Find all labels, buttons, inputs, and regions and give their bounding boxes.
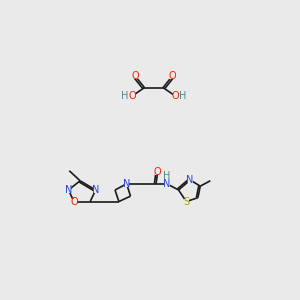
- Text: O: O: [70, 196, 78, 206]
- Bar: [169, 73, 176, 79]
- Bar: [129, 93, 135, 99]
- Text: N: N: [123, 179, 130, 189]
- Text: N: N: [187, 175, 194, 185]
- Bar: [188, 177, 193, 183]
- Bar: [124, 181, 129, 187]
- Bar: [184, 199, 189, 204]
- Bar: [132, 73, 138, 79]
- Bar: [173, 93, 178, 99]
- Text: H: H: [179, 91, 186, 101]
- Bar: [71, 199, 76, 204]
- Text: H: H: [163, 171, 171, 181]
- Text: O: O: [154, 167, 161, 177]
- Bar: [66, 187, 71, 193]
- Text: O: O: [128, 91, 136, 101]
- Text: O: O: [172, 91, 179, 101]
- Text: N: N: [163, 179, 171, 189]
- Bar: [93, 187, 98, 193]
- Text: H: H: [122, 91, 129, 101]
- Bar: [164, 181, 170, 187]
- Text: O: O: [169, 71, 176, 81]
- Text: N: N: [65, 185, 72, 195]
- Bar: [155, 169, 160, 175]
- Text: O: O: [131, 71, 139, 81]
- Text: N: N: [92, 185, 99, 195]
- Text: S: S: [183, 196, 189, 206]
